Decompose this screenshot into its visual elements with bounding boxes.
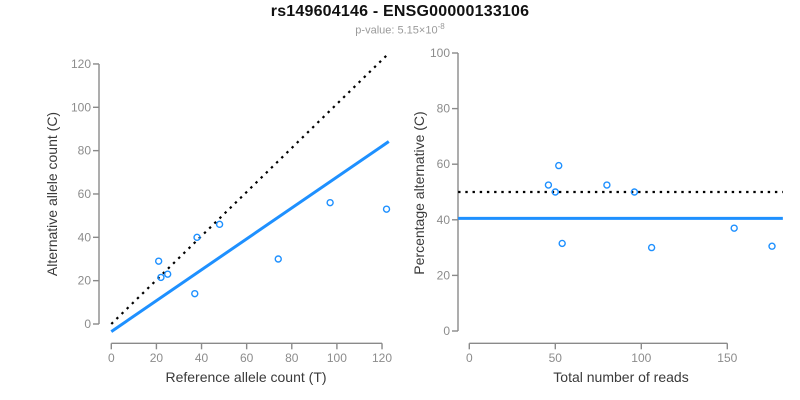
right-x-tick-label: 0 — [466, 351, 473, 365]
left-x-tick-label: 120 — [372, 351, 392, 365]
right-scatter-point — [647, 243, 656, 252]
right-scatter-point — [551, 188, 559, 196]
right-y-tick-label: 0 — [443, 324, 450, 338]
right-y-tick-label: 100 — [430, 46, 450, 60]
left-scatter-point — [215, 220, 224, 229]
left-x-tick-label: 60 — [240, 351, 254, 365]
right-scatter-point — [603, 181, 611, 189]
right-scatter-point — [558, 239, 566, 248]
left-scatter-point — [274, 255, 282, 263]
left-y-tick-label: 40 — [78, 230, 92, 244]
left-scatter-point — [163, 270, 172, 278]
right-scatter-point — [544, 181, 553, 189]
left-y-tick-label: 60 — [78, 187, 92, 201]
left-scatter-point — [326, 198, 334, 207]
left-y-tick-label: 0 — [84, 317, 91, 331]
left-x-tick-label: 100 — [327, 351, 347, 365]
right-scatter-point — [730, 224, 738, 232]
right-scatter-point — [768, 242, 776, 250]
left-x-tick-label: 20 — [150, 351, 164, 365]
left-scatter-point — [193, 233, 201, 242]
left-x-tick-label: 40 — [195, 351, 209, 365]
right-scatter-point — [555, 161, 563, 170]
pvalue-exponent: -8 — [437, 22, 445, 31]
right-y-tick-label: 80 — [437, 102, 451, 116]
left-scatter-point — [154, 257, 163, 265]
left-y-tick-label: 20 — [78, 274, 92, 288]
right-x-tick-label: 50 — [549, 351, 563, 365]
right-y-tick-label: 60 — [437, 157, 451, 171]
right-x-tick-label: 100 — [631, 351, 651, 365]
figure-subtitle: p-value: 5.15×10-8 — [0, 22, 800, 37]
left-y-tick-label: 100 — [71, 100, 91, 114]
left-y-tick-label: 120 — [71, 57, 91, 71]
right-x-axis-title: Total number of reads — [553, 369, 688, 385]
left-x-axis-title: Reference allele count (T) — [165, 369, 326, 385]
right-x-tick-label: 150 — [717, 351, 737, 365]
left-scatter-point — [157, 273, 165, 282]
right-y-axis-title: Percentage alternative (C) — [411, 111, 427, 274]
right-y-tick-label: 20 — [437, 268, 451, 282]
left-scatter-point — [191, 289, 199, 298]
identity-line — [110, 54, 388, 325]
right-scatter-point — [630, 188, 639, 196]
figure-title: rs149604146 - ENSG00000133106 — [270, 3, 530, 20]
regression-line — [110, 140, 390, 333]
left-x-tick-label: 80 — [285, 351, 299, 365]
left-y-axis-title: Alternative allele count (C) — [44, 112, 60, 276]
right-y-tick-label: 40 — [437, 213, 451, 227]
left-x-tick-label: 0 — [108, 351, 115, 365]
left-y-tick-label: 80 — [78, 144, 92, 158]
left-scatter-point — [382, 205, 391, 213]
pvalue-text: p-value: 5.15×10 — [355, 24, 438, 37]
